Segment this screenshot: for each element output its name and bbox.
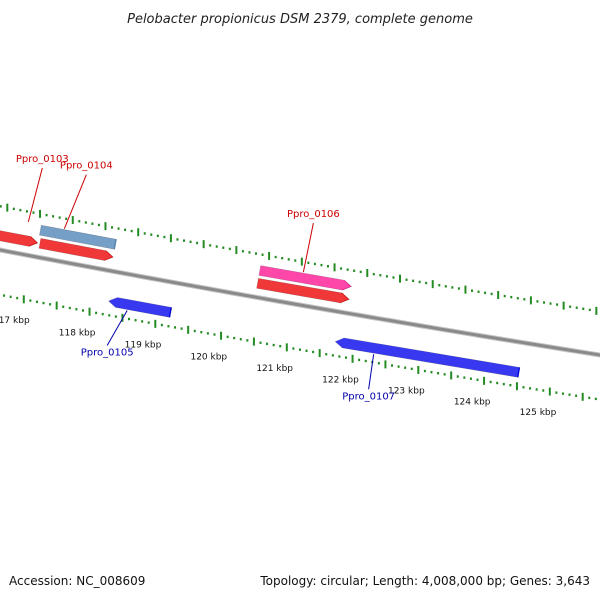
scale-label: 117 kbp <box>0 316 30 326</box>
scale-label: 122 kbp <box>322 375 359 385</box>
gene-highlight <box>255 278 349 303</box>
gene-arrow <box>258 265 353 291</box>
gene-label: Ppro_0106 <box>287 209 340 220</box>
outer-tick-track <box>0 203 598 315</box>
genome-backbone <box>0 247 600 358</box>
label-leader-line <box>27 167 43 222</box>
gene-label: Ppro_0107 <box>342 391 395 402</box>
scale-label: 125 kbp <box>520 408 557 418</box>
topology-summary-text: Topology: circular; Length: 4,008,000 bp… <box>260 574 590 588</box>
scale-label: 120 kbp <box>190 352 227 362</box>
scale-label: 124 kbp <box>454 398 491 408</box>
label-leader-line <box>302 222 314 273</box>
scale-label: 123 kbp <box>388 387 425 397</box>
accession-text: Accession: NC_008609 <box>9 574 146 588</box>
scale-label: 118 kbp <box>59 328 96 338</box>
gene-highlight <box>37 238 113 261</box>
gene-arrow <box>107 297 173 318</box>
gene-label: Ppro_0103 <box>16 154 69 165</box>
label-leader-line <box>368 354 375 390</box>
gene-arrow <box>334 337 521 378</box>
gene-highlight <box>38 225 116 250</box>
scale-label-group: 117 kbp 118 kbp 119 kbp 120 kbp 121 kbp 122 k… <box>0 316 557 418</box>
gene-arrow <box>39 224 117 250</box>
scale-label: 121 kbp <box>256 364 293 374</box>
gene-arrow <box>256 278 350 304</box>
label-leader-line <box>106 310 128 346</box>
backbone-line <box>0 248 600 357</box>
gene-label: Ppro_0104 <box>60 161 113 172</box>
gene-arrow <box>38 238 114 261</box>
gene-label: Ppro_0105 <box>81 348 134 359</box>
gene-highlight <box>333 337 519 378</box>
gene-feature-layer <box>0 224 521 378</box>
scale-label: 119 kbp <box>125 340 162 350</box>
label-leader-line <box>63 174 87 229</box>
gene-highlight <box>0 230 37 247</box>
gene-label-layer: Ppro_0102Ppro_0103Ppro_0104Ppro_0106Ppro… <box>16 154 395 402</box>
gene-arrow <box>0 230 39 247</box>
gene-highlight <box>257 265 351 290</box>
gene-highlight <box>107 297 171 318</box>
map-title: Pelobacter propionicus DSM 2379, complet… <box>127 12 473 27</box>
